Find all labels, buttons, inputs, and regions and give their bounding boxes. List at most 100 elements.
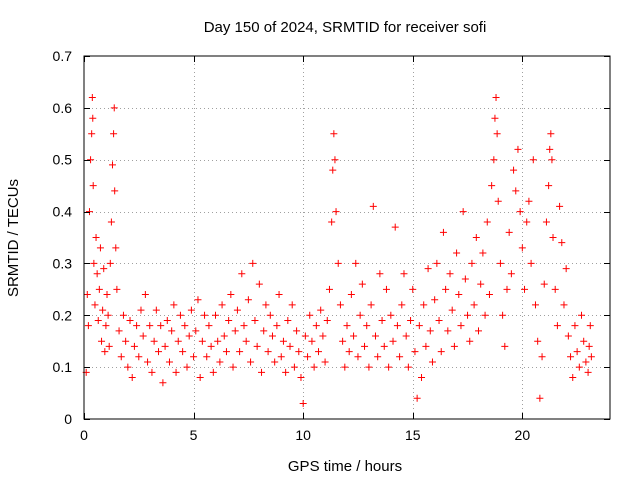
data-point	[398, 301, 406, 309]
data-point	[586, 322, 594, 330]
data-point	[470, 301, 478, 309]
data-point	[420, 301, 428, 309]
data-point	[389, 337, 397, 345]
data-point	[413, 394, 421, 402]
data-point	[411, 348, 419, 356]
data-point	[275, 291, 283, 299]
data-point	[354, 353, 362, 361]
data-point	[308, 337, 316, 345]
data-point	[101, 348, 109, 356]
data-point	[288, 301, 296, 309]
x-tick-label: 5	[190, 427, 198, 443]
data-point	[547, 130, 555, 138]
data-point	[529, 156, 537, 164]
data-point	[331, 156, 339, 164]
data-point	[356, 311, 364, 319]
data-point	[266, 311, 274, 319]
data-point	[468, 259, 476, 267]
data-point	[293, 327, 301, 335]
y-axis-label: SRMTID / TECUs	[5, 179, 22, 297]
data-point	[87, 156, 95, 164]
data-point	[492, 93, 500, 101]
data-point	[567, 353, 575, 361]
data-point	[187, 306, 195, 314]
data-point	[400, 270, 408, 278]
data-point	[106, 259, 114, 267]
data-point	[110, 104, 118, 112]
data-point	[479, 249, 487, 257]
data-point	[407, 316, 415, 324]
data-point	[111, 187, 119, 195]
data-point	[562, 265, 570, 273]
data-point	[459, 208, 467, 216]
data-point	[264, 348, 272, 356]
data-point	[418, 374, 426, 382]
data-point	[391, 223, 399, 231]
data-point	[194, 296, 202, 304]
data-point	[545, 182, 553, 190]
data-point	[551, 285, 559, 293]
data-point	[196, 374, 204, 382]
data-point	[457, 322, 465, 330]
data-point	[496, 259, 504, 267]
data-point	[104, 311, 112, 319]
data-point	[93, 270, 101, 278]
data-point	[380, 342, 388, 350]
data-point	[527, 259, 535, 267]
data-point	[137, 306, 145, 314]
data-point	[352, 259, 360, 267]
data-point	[185, 332, 193, 340]
data-point	[240, 322, 248, 330]
data-point	[374, 353, 382, 361]
data-point	[536, 394, 544, 402]
data-point	[521, 285, 529, 293]
data-point	[271, 358, 279, 366]
data-point	[367, 301, 375, 309]
y-tick-label: 0.3	[53, 255, 73, 271]
data-point	[455, 291, 463, 299]
data-point	[183, 363, 191, 371]
data-point	[490, 156, 498, 164]
data-point	[172, 368, 180, 376]
data-point	[117, 353, 125, 361]
data-point	[345, 348, 353, 356]
data-point	[231, 327, 239, 335]
data-point	[494, 197, 502, 205]
data-point	[329, 166, 337, 174]
data-point	[464, 311, 472, 319]
data-point	[84, 322, 92, 330]
data-point	[88, 130, 96, 138]
data-point	[573, 348, 581, 356]
data-point	[165, 358, 173, 366]
data-point	[244, 296, 252, 304]
data-point	[299, 399, 307, 407]
data-point	[365, 363, 373, 371]
data-point	[119, 311, 127, 319]
data-point	[396, 353, 404, 361]
data-point	[512, 187, 520, 195]
data-point	[92, 234, 100, 241]
x-axis-label: GPS time / hours	[288, 458, 402, 475]
data-point	[319, 332, 327, 340]
data-point	[483, 218, 491, 226]
data-point	[446, 270, 454, 278]
y-tick-label: 0	[64, 411, 72, 427]
data-point	[155, 348, 163, 356]
data-point	[255, 280, 263, 288]
data-point	[564, 332, 572, 340]
data-point	[95, 285, 103, 293]
data-point	[203, 353, 211, 361]
data-point	[229, 363, 237, 371]
data-point	[531, 301, 539, 309]
data-point	[130, 342, 138, 350]
x-tick-label: 15	[405, 427, 421, 443]
data-point	[461, 275, 469, 283]
data-point	[485, 291, 493, 299]
data-point	[115, 327, 123, 335]
data-point	[477, 280, 485, 288]
data-point	[284, 316, 292, 324]
data-point	[133, 322, 141, 330]
data-point	[393, 322, 401, 330]
